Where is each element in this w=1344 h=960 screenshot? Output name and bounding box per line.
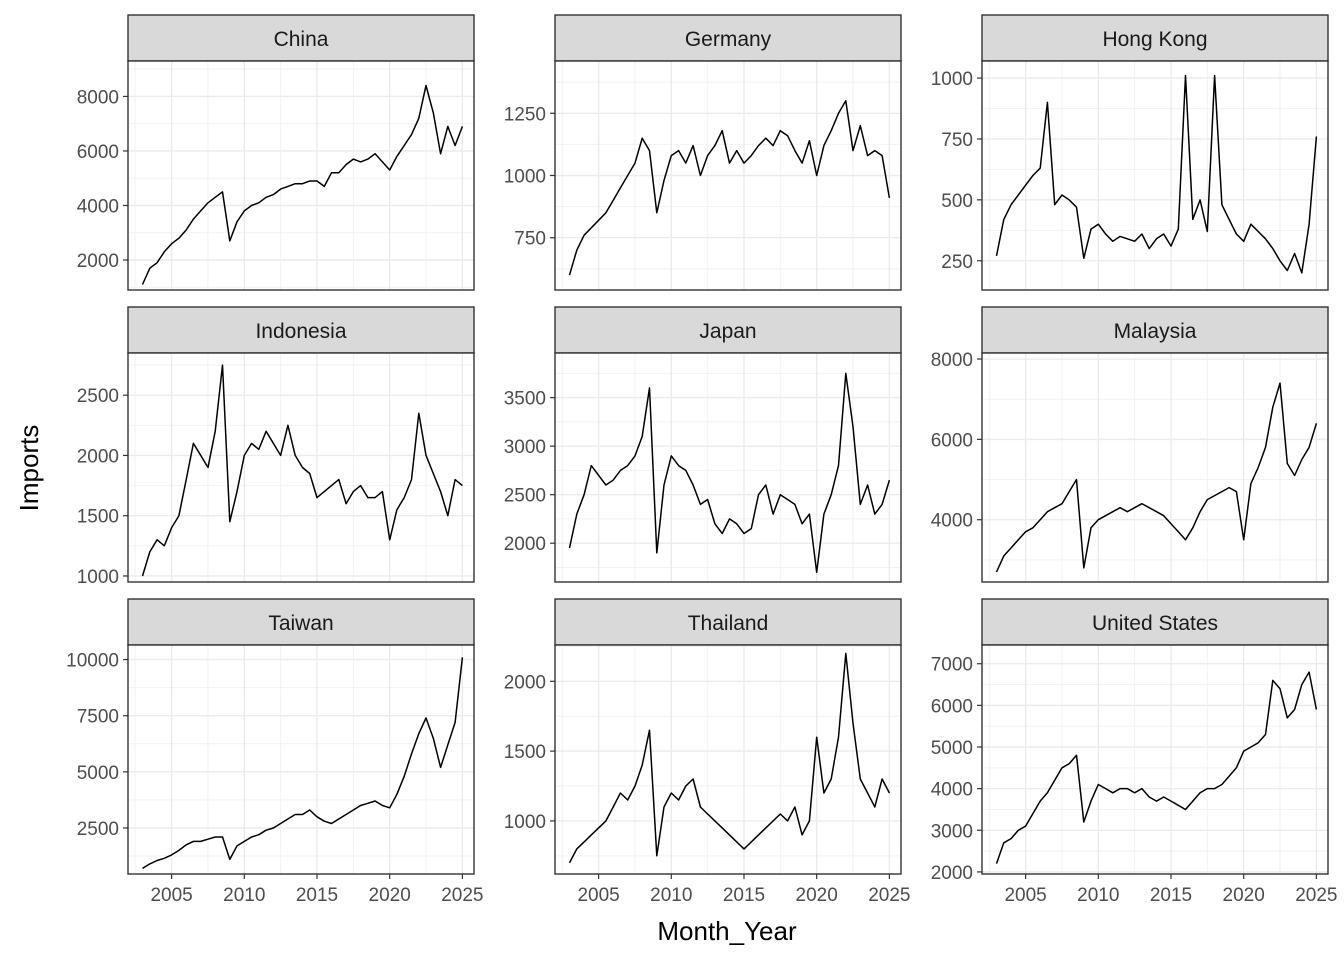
x-tick-label: 2025	[1295, 885, 1337, 906]
facet-title: United States	[1092, 612, 1218, 635]
x-tick-label: 2015	[296, 885, 338, 906]
y-tick-label: 750	[514, 229, 546, 250]
panel-border	[981, 60, 1329, 291]
y-tick-label: 2000	[77, 446, 119, 467]
y-tick-label: 2000	[77, 251, 119, 272]
x-tick-label: 2025	[868, 885, 910, 906]
y-tick-label: 6000	[931, 430, 973, 451]
facet-strip	[554, 598, 902, 646]
y-tick-label: 750	[941, 130, 973, 151]
x-tick-label: 2005	[150, 885, 192, 906]
y-tick-label: 1000	[77, 567, 119, 588]
facet-title: China	[274, 28, 329, 51]
y-tick-label: 10000	[66, 651, 119, 672]
facet-title: Thailand	[688, 612, 769, 635]
panel-border	[127, 352, 475, 583]
x-tick-label: 2010	[223, 885, 265, 906]
facet-title: Hong Kong	[1102, 28, 1207, 51]
facet-strip	[554, 306, 902, 354]
y-tick-label: 3500	[504, 389, 546, 410]
y-tick-label: 5000	[77, 763, 119, 784]
panel-border	[981, 352, 1329, 583]
y-tick-label: 6000	[931, 696, 973, 717]
x-tick-label: 2020	[1223, 885, 1265, 906]
x-tick-label: 2010	[1077, 885, 1119, 906]
series-line	[568, 100, 891, 276]
facet-title: Taiwan	[268, 612, 333, 635]
panel-background	[555, 353, 901, 582]
y-tick-label: 8000	[77, 87, 119, 108]
y-tick-label: 4000	[931, 780, 973, 801]
x-axis-title: Month_Year	[657, 916, 797, 946]
y-tick-label: 2500	[504, 486, 546, 507]
series-line	[142, 657, 464, 870]
y-tick-label: 2000	[931, 863, 973, 884]
y-tick-label: 1000	[931, 69, 973, 90]
series-line	[141, 364, 463, 577]
y-tick-label: 7000	[931, 655, 973, 676]
y-tick-label: 500	[941, 191, 973, 212]
x-tick-label: 2010	[650, 885, 692, 906]
y-tick-label: 1000	[504, 812, 546, 833]
facet-strip	[127, 598, 475, 646]
x-tick-label: 2025	[441, 885, 483, 906]
y-axis-title: Imports	[14, 425, 44, 512]
series-line	[995, 382, 1318, 573]
y-tick-label: 1250	[504, 104, 546, 125]
panel-border	[554, 352, 902, 583]
y-tick-label: 1500	[504, 742, 546, 763]
y-tick-label: 250	[941, 252, 973, 273]
facet-strip	[981, 306, 1329, 354]
panel-background	[982, 61, 1328, 290]
y-tick-label: 1500	[77, 507, 119, 528]
x-tick-label: 2005	[1004, 885, 1046, 906]
y-tick-label: 4000	[931, 511, 973, 532]
y-tick-label: 5000	[931, 738, 973, 759]
y-tick-label: 2500	[77, 386, 119, 407]
facet-strip	[981, 598, 1329, 646]
panel-border	[127, 644, 475, 875]
facet-title: Germany	[685, 28, 772, 51]
facet-strip	[127, 14, 475, 62]
panel-background	[982, 645, 1328, 874]
x-tick-label: 2005	[577, 885, 619, 906]
series-line	[995, 74, 1318, 274]
series-line	[995, 671, 1318, 864]
x-tick-label: 2020	[369, 885, 411, 906]
y-tick-label: 4000	[77, 196, 119, 217]
x-tick-label: 2015	[723, 885, 765, 906]
series-line	[568, 652, 891, 864]
facet-title: Japan	[699, 320, 756, 343]
series-line	[141, 84, 464, 285]
y-tick-label: 2000	[504, 672, 546, 693]
facet-strip	[981, 14, 1329, 62]
y-tick-label: 7500	[77, 707, 119, 728]
facet-strip	[554, 14, 902, 62]
x-tick-label: 2020	[796, 885, 838, 906]
facet-title: Indonesia	[255, 320, 346, 343]
x-tick-label: 2015	[1150, 885, 1192, 906]
y-tick-label: 3000	[931, 821, 973, 842]
facet-strip	[127, 306, 475, 354]
y-tick-label: 2500	[77, 819, 119, 840]
panel-background	[128, 353, 474, 582]
panel-background	[128, 61, 474, 290]
panel-border	[127, 60, 475, 291]
y-tick-label: 8000	[931, 350, 973, 371]
y-tick-label: 2000	[504, 534, 546, 555]
panel-background	[128, 645, 474, 874]
panel-border	[554, 644, 902, 875]
facet-title: Malaysia	[1114, 320, 1197, 343]
y-tick-label: 3000	[504, 437, 546, 458]
series-line	[568, 372, 891, 574]
panel-background	[982, 353, 1328, 582]
y-tick-label: 6000	[77, 142, 119, 163]
y-tick-label: 1000	[504, 167, 546, 188]
panel-border	[981, 644, 1329, 875]
